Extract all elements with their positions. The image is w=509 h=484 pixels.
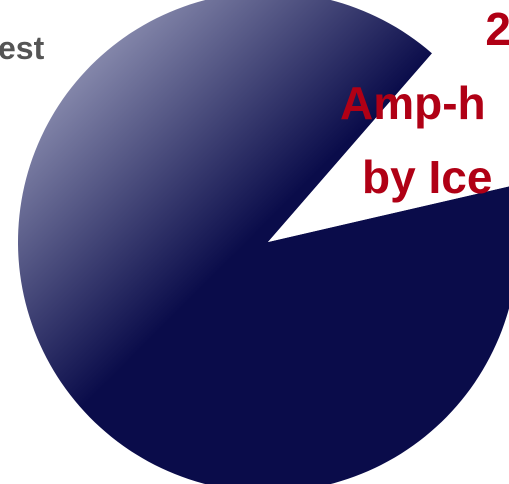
annotation-left: est [0,30,45,66]
pie-slice-2 [268,53,509,242]
annotation-right-line-2: Amp-h [340,77,486,129]
pie-slice-1 [18,0,509,484]
annotation-right-line-1: 2 [485,3,509,55]
annotation-right-line-3: by Ice [362,151,493,203]
